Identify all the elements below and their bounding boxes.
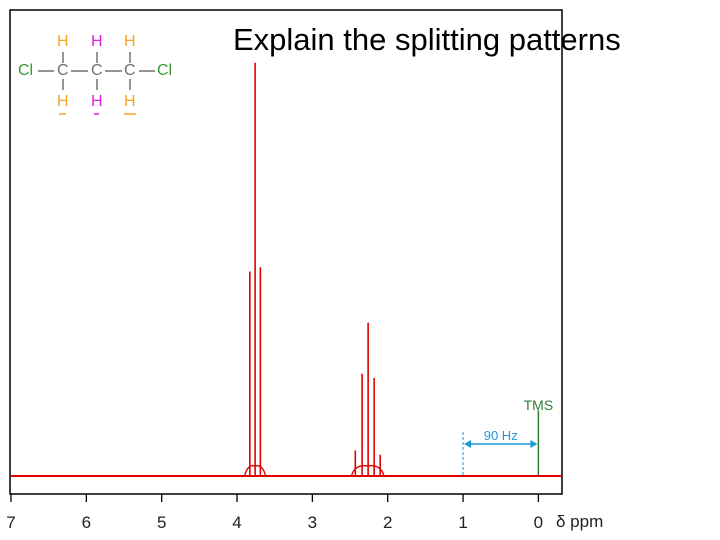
x-tick-label: 5 <box>157 513 166 532</box>
plot-frame <box>9 9 563 495</box>
x-tick-label: 4 <box>232 513 241 532</box>
multiplet-envelope <box>243 465 267 477</box>
chlorine-right: Cl <box>157 62 173 79</box>
scale-bar-arrowhead-right <box>530 440 538 448</box>
carbon-2: C <box>91 62 103 79</box>
hydrogen-c1-bottom: H <box>57 93 69 110</box>
x-tick-label: 3 <box>308 513 317 532</box>
x-tick-label: 7 <box>6 513 15 532</box>
hydrogen-c2-top: H <box>91 33 103 50</box>
chlorine-left: Cl <box>18 62 34 79</box>
hydrogen-c3-bottom: H <box>124 93 136 110</box>
hydrogen-c3-top: H <box>124 33 136 50</box>
x-tick-label: 0 <box>534 513 543 532</box>
bond-lines <box>38 52 155 115</box>
slide-title: Explain the splitting patterns <box>233 22 621 57</box>
carbon-1: C <box>57 62 69 79</box>
x-tick-label: 1 <box>458 513 467 532</box>
dichloropropane-structure: Cl C C C Cl H H H H H H <box>16 28 186 120</box>
x-tick-label: 2 <box>383 513 392 532</box>
x-tick-label: 6 <box>82 513 91 532</box>
scale-bar-arrowhead-left <box>464 440 472 448</box>
tms-label: TMS <box>524 397 554 413</box>
hydrogen-c1-top: H <box>57 33 69 50</box>
x-axis-label: δ ppm <box>556 512 603 531</box>
multiplet-envelope <box>350 465 385 477</box>
hydrogen-c2-bottom: H <box>91 93 103 110</box>
carbon-3: C <box>124 62 136 79</box>
scale-bar-label: 90 Hz <box>484 428 518 443</box>
